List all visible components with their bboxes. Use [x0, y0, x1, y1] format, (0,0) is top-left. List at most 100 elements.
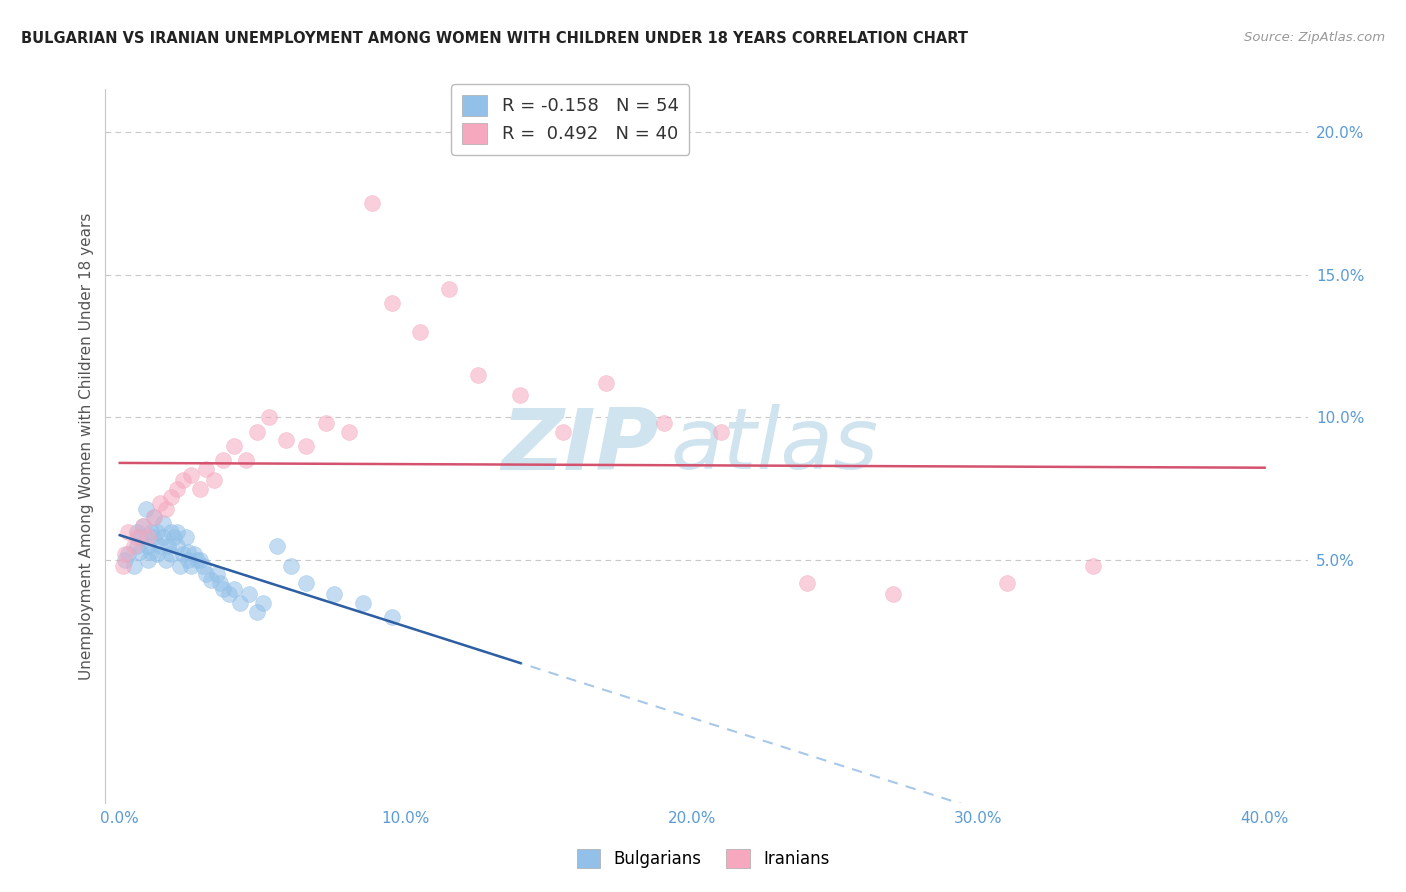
Point — [180, 558, 202, 573]
Point — [172, 548, 194, 562]
Point — [177, 553, 200, 567]
Point — [177, 544, 200, 558]
Point — [149, 496, 172, 510]
Point — [995, 576, 1018, 591]
Point — [194, 462, 217, 476]
Point — [211, 582, 233, 596]
Point — [160, 491, 183, 505]
Point — [131, 519, 153, 533]
Point — [796, 576, 818, 591]
Point — [157, 539, 180, 553]
Point — [337, 425, 360, 439]
Point — [138, 530, 160, 544]
Point — [188, 482, 211, 496]
Point — [146, 548, 169, 562]
Point — [180, 467, 202, 482]
Point — [224, 582, 246, 596]
Point — [194, 567, 217, 582]
Point — [114, 553, 136, 567]
Point — [128, 544, 150, 558]
Point — [114, 548, 136, 562]
Point — [183, 548, 205, 562]
Point — [409, 325, 432, 339]
Point — [200, 573, 222, 587]
Point — [202, 473, 225, 487]
Point — [710, 425, 733, 439]
Point — [652, 416, 675, 430]
Point — [128, 530, 150, 544]
Point — [381, 296, 404, 310]
Point — [229, 596, 252, 610]
Point — [1081, 558, 1104, 573]
Point — [252, 596, 274, 610]
Point — [117, 524, 139, 539]
Point — [111, 558, 134, 573]
Text: BULGARIAN VS IRANIAN UNEMPLOYMENT AMONG WOMEN WITH CHILDREN UNDER 18 YEARS CORRE: BULGARIAN VS IRANIAN UNEMPLOYMENT AMONG … — [21, 31, 969, 46]
Point — [360, 196, 382, 211]
Point — [149, 539, 172, 553]
Point — [125, 530, 148, 544]
Point — [131, 519, 153, 533]
Point — [208, 576, 231, 591]
Point — [191, 558, 214, 573]
Point — [553, 425, 575, 439]
Point — [163, 530, 186, 544]
Legend: R = -0.158   N = 54, R =  0.492   N = 40: R = -0.158 N = 54, R = 0.492 N = 40 — [451, 84, 689, 154]
Text: atlas: atlas — [671, 404, 879, 488]
Point — [155, 501, 177, 516]
Point — [246, 605, 269, 619]
Point — [143, 510, 166, 524]
Point — [238, 587, 260, 601]
Point — [166, 524, 188, 539]
Text: ZIP: ZIP — [501, 404, 658, 488]
Point — [266, 539, 288, 553]
Point — [246, 425, 269, 439]
Point — [174, 530, 197, 544]
Text: Source: ZipAtlas.com: Source: ZipAtlas.com — [1244, 31, 1385, 45]
Point — [218, 587, 240, 601]
Point — [160, 524, 183, 539]
Point — [141, 544, 163, 558]
Point — [235, 453, 257, 467]
Point — [381, 610, 404, 624]
Point — [169, 558, 191, 573]
Point — [143, 510, 166, 524]
Point — [882, 587, 904, 601]
Point — [295, 439, 318, 453]
Point — [152, 530, 174, 544]
Point — [122, 539, 145, 553]
Legend: Bulgarians, Iranians: Bulgarians, Iranians — [569, 842, 837, 875]
Point — [257, 410, 280, 425]
Point — [323, 587, 346, 601]
Point — [122, 558, 145, 573]
Point — [117, 548, 139, 562]
Point — [155, 553, 177, 567]
Point — [295, 576, 318, 591]
Point — [166, 539, 188, 553]
Point — [352, 596, 374, 610]
Point — [146, 524, 169, 539]
Point — [143, 530, 166, 544]
Point — [135, 501, 157, 516]
Point — [274, 434, 297, 448]
Point — [509, 387, 531, 401]
Point — [125, 539, 148, 553]
Y-axis label: Unemployment Among Women with Children Under 18 years: Unemployment Among Women with Children U… — [79, 212, 94, 680]
Point — [467, 368, 489, 382]
Point — [211, 453, 233, 467]
Point — [160, 548, 183, 562]
Point — [152, 516, 174, 530]
Point — [188, 553, 211, 567]
Point — [315, 416, 337, 430]
Point — [125, 524, 148, 539]
Point — [186, 553, 208, 567]
Point — [172, 473, 194, 487]
Point — [138, 539, 160, 553]
Point — [141, 524, 163, 539]
Point — [224, 439, 246, 453]
Point — [280, 558, 302, 573]
Point — [205, 567, 228, 582]
Point — [437, 282, 460, 296]
Point — [595, 376, 617, 391]
Point — [166, 482, 188, 496]
